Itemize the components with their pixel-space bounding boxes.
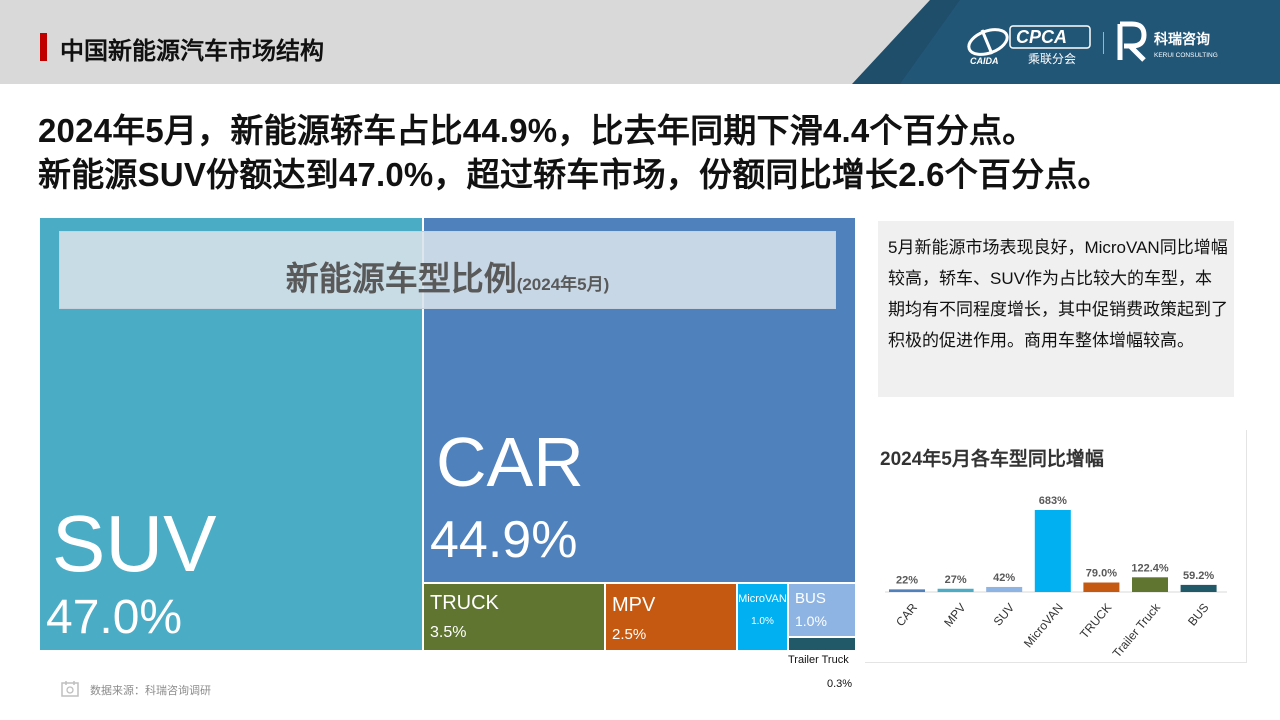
treemap-tile-mpv: MPV 2.5% (606, 584, 738, 652)
treemap-title: 新能源车型比例(2024年5月) (60, 252, 835, 300)
growth-bar-suv (986, 586, 1023, 592)
treemap-title-box: 新能源车型比例(2024年5月) (59, 231, 836, 309)
growth-data-label: 683% (1039, 495, 1067, 507)
commentary-text: 5月新能源市场表现良好，MicroVAN同比增幅较高，轿车、SUV作为占比较大的… (888, 238, 1228, 350)
growth-category-label: TRUCK (1077, 601, 1114, 642)
data-source: 数据来源：科瑞咨询调研 (90, 685, 211, 697)
growth-chart-panel (865, 430, 1247, 663)
treemap-tile-name: SUV (52, 499, 217, 588)
trailer-truck-label: Trailer Truck (788, 654, 849, 666)
svg-text:乘联分会: 乘联分会 (1028, 52, 1076, 66)
growth-category-label: MicroVAN (1021, 601, 1066, 651)
growth-data-label: 122.4% (1131, 562, 1169, 574)
treemap-tile-name: BUS (795, 590, 826, 607)
svg-text:CPCA: CPCA (1016, 27, 1067, 47)
headline-car-share: 2024年5月，新能源轿车占比44.9%，比去年同期下滑4.4个百分点。 (38, 112, 1036, 149)
growth-bar-bus (1180, 584, 1217, 592)
growth-data-label: 27% (945, 574, 967, 586)
page-title: 中国新能源汽车市场结构 (60, 38, 324, 65)
growth-category-label: BUS (1185, 601, 1212, 629)
treemap-tile-value: 1.0% (795, 613, 827, 629)
treemap-tile-trailer-truck (789, 638, 857, 652)
growth-bar-microvan (1034, 510, 1071, 592)
treemap-title-main: 新能源车型比例 (285, 260, 517, 297)
treemap-tile-truck: TRUCK 3.5% (424, 584, 606, 652)
growth-bar-trailer-truck (1132, 577, 1168, 592)
logo-divider (1103, 32, 1104, 54)
treemap-tile-microvan: MicroVAN 1.0% (738, 584, 789, 652)
growth-bar-chart: 22% CAR 27% MPV 42% SUV 683% MicroVAN 79.0% TRUCK… (885, 495, 1227, 660)
headline-suv-share: 新能源SUV份额达到47.0%，超过轿车市场，份额同比增长2.6个百分点。 (38, 156, 1111, 193)
svg-text:CAIDA: CAIDA (970, 56, 999, 66)
growth-data-label: 22% (896, 574, 918, 586)
header-bar: 中国新能源汽车市场结构 CAIDA CPCA 乘联分会 科瑞咨询 KERUI C… (0, 0, 1280, 84)
growth-chart-title: 2024年5月各车型同比增幅 (880, 449, 1104, 470)
growth-bar-mpv (937, 588, 974, 592)
growth-bar-car (889, 589, 925, 592)
title-accent-bar (40, 33, 47, 61)
growth-bar-truck (1083, 582, 1120, 592)
kerui-logo: 科瑞咨询 KERUI CONSULTING (1117, 21, 1218, 62)
source-icon (61, 681, 79, 697)
treemap-tile-value: 47.0% (46, 591, 183, 644)
treemap-tile-bus: BUS 1.0% (789, 584, 857, 638)
trailer-truck-value: 0.3% (827, 678, 853, 690)
treemap-tile-name: MicroVAN (738, 593, 787, 605)
svg-text:KERUI CONSULTING: KERUI CONSULTING (1154, 52, 1218, 59)
treemap-tile-name: CAR (436, 423, 584, 501)
treemap-tile-value: 3.5% (430, 624, 467, 641)
growth-data-label: 79.0% (1086, 568, 1117, 580)
growth-category-label: MPV (941, 601, 968, 630)
growth-category-label: Trailer Truck (1110, 600, 1164, 660)
treemap-tile-value: 2.5% (612, 626, 647, 643)
treemap-tile-name: MPV (612, 594, 656, 616)
growth-data-label: 59.2% (1183, 570, 1214, 582)
growth-category-label: SUV (991, 601, 1018, 629)
growth-data-label: 42% (993, 572, 1015, 584)
treemap-tile-value: 1.0% (751, 616, 774, 627)
treemap-tile-name: TRUCK (430, 592, 499, 614)
commentary-box (878, 221, 1234, 397)
cpca-logo: CAIDA CPCA 乘联分会 (967, 25, 1091, 66)
svg-text:科瑞咨询: 科瑞咨询 (1154, 31, 1210, 48)
growth-category-label: CAR (893, 600, 920, 629)
treemap-tile-value: 44.9% (430, 511, 578, 569)
treemap-title-date: (2024年5月) (516, 275, 610, 294)
